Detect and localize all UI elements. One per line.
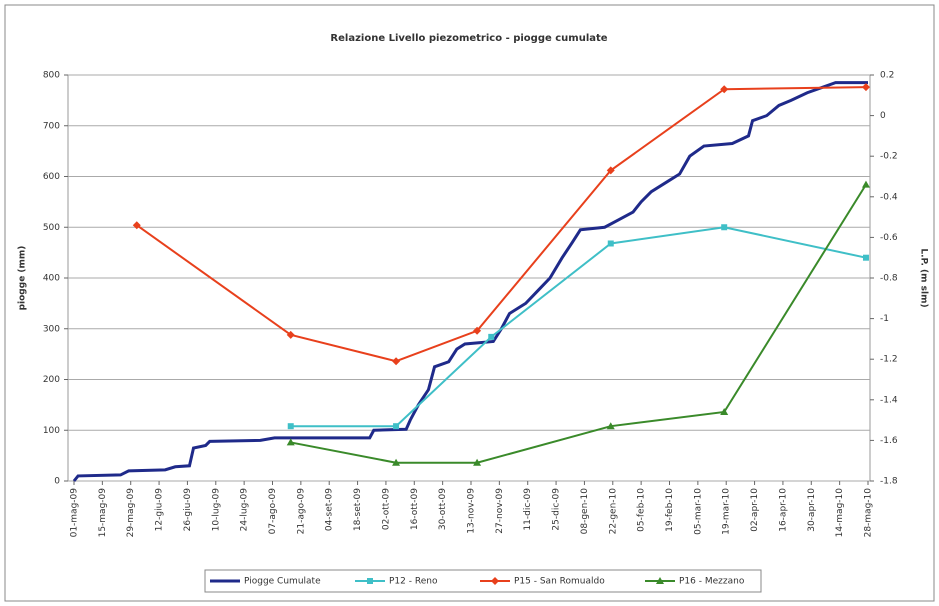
y-tick-label: 600 (43, 172, 60, 182)
marker (862, 254, 869, 261)
marker (392, 458, 401, 466)
x-tick-label: 11-dic-09 (523, 488, 533, 531)
marker (606, 422, 615, 430)
marker (720, 407, 729, 415)
y2-tick-label: -0.8 (880, 274, 898, 284)
x-tick-label: 05-mar-10 (693, 488, 703, 535)
x-tick-label: 04-set-09 (325, 488, 335, 531)
y2-tick-label: 0.2 (880, 71, 894, 81)
x-tick-label: 19-feb-10 (665, 488, 675, 532)
y-tick-label: 800 (43, 71, 60, 81)
marker (392, 357, 401, 366)
y-tick-label: 200 (43, 375, 60, 385)
marker (861, 180, 870, 188)
marker (286, 330, 295, 339)
x-tick-label: 12-giu-09 (155, 488, 165, 532)
legend-label: Piogge Cumulate (244, 577, 321, 587)
y2-tick-label: -0.6 (880, 233, 898, 243)
x-tick-label: 13-nov-09 (467, 488, 477, 534)
legend-marker (656, 577, 664, 584)
y2-tick-label: -1.4 (880, 395, 898, 405)
x-tick-label: 18-set-09 (353, 488, 363, 531)
x-tick-label: 08-gen-10 (580, 488, 590, 535)
x-tick-label: 01-mag-09 (70, 488, 80, 538)
y2-tick-label: -1.6 (880, 436, 898, 446)
x-tick-label: 16-apr-10 (778, 488, 788, 532)
y2-tick-label: -0.2 (880, 152, 898, 162)
marker (287, 423, 294, 430)
y-tick-label: 100 (43, 426, 60, 436)
legend-label: P16 - Mezzano (679, 577, 745, 587)
x-tick-label: 27-nov-09 (495, 488, 505, 534)
x-tick-label: 24-lug-09 (240, 488, 250, 532)
x-tick-label: 14-mag-10 (835, 488, 845, 538)
x-tick-label: 10-lug-09 (211, 488, 221, 532)
marker (606, 166, 615, 175)
marker (607, 240, 614, 247)
x-tick-label: 19-mar-10 (722, 488, 732, 535)
y2-tick-label: -1 (880, 314, 889, 324)
x-tick-label: 02-apr-10 (750, 488, 760, 532)
marker (721, 224, 728, 231)
x-tick-label: 28-mag-10 (864, 488, 874, 538)
marker (286, 438, 295, 446)
y-tick-label: 300 (43, 324, 60, 334)
marker (393, 423, 400, 430)
legend-marker (491, 577, 499, 585)
marker (488, 333, 495, 340)
x-tick-label: 07-ago-09 (268, 488, 278, 535)
marker (861, 83, 870, 92)
y-tick-label: 700 (43, 121, 60, 131)
marker (720, 85, 729, 94)
x-tick-label: 30-apr-10 (807, 488, 817, 532)
x-tick-label: 21-ago-09 (296, 488, 306, 535)
x-tick-label: 22-gen-10 (608, 488, 618, 535)
x-tick-label: 16-ott-09 (410, 488, 420, 530)
y-tick-label: 0 (54, 477, 60, 487)
x-tick-label: 26-giu-09 (183, 488, 193, 532)
series-line (290, 226, 867, 428)
marker (132, 221, 141, 230)
legend-label: P15 - San Romualdo (514, 577, 605, 587)
series-line (290, 184, 867, 464)
y2-tick-label: -0.4 (880, 192, 898, 202)
y-axis-label: piogge (mm) (18, 246, 28, 311)
legend-label: P12 - Reno (389, 577, 438, 587)
x-tick-label: 25-dic-09 (552, 488, 562, 531)
y2-tick-label: 0 (880, 111, 886, 121)
y-tick-label: 500 (43, 223, 60, 233)
y2-tick-label: -1.8 (880, 477, 898, 487)
series-line (72, 81, 868, 482)
legend-marker (367, 578, 373, 584)
marker (473, 326, 482, 335)
chart-title: Relazione Livello piezometrico - piogge … (330, 33, 607, 44)
marker (473, 458, 482, 466)
x-tick-label: 15-mag-09 (98, 488, 108, 538)
x-tick-label: 29-mag-09 (126, 488, 136, 538)
x-tick-label: 02-ott-09 (381, 488, 391, 530)
y2-axis-label: L.P. (m slm) (919, 248, 929, 307)
x-tick-label: 30-ott-09 (438, 488, 448, 530)
y-tick-label: 400 (43, 274, 60, 284)
y2-tick-label: -1.2 (880, 355, 898, 365)
x-tick-label: 05-feb-10 (637, 488, 647, 532)
